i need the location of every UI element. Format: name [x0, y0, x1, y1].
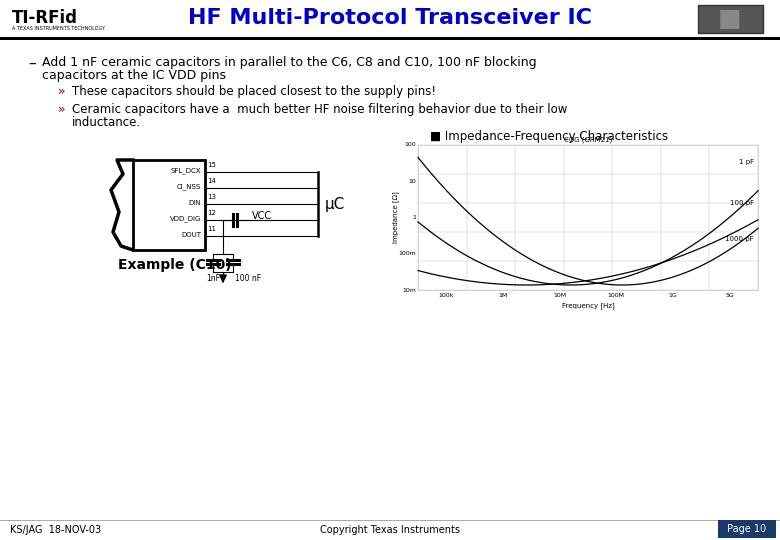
Text: A TEXAS INSTRUMENTS TECHNOLOGY: A TEXAS INSTRUMENTS TECHNOLOGY	[12, 26, 105, 31]
Text: TI-RFid: TI-RFid	[12, 9, 78, 27]
Text: Page 10: Page 10	[728, 524, 767, 534]
Text: 1nF: 1nF	[206, 274, 220, 283]
Text: DIN: DIN	[189, 200, 201, 206]
Text: 5G: 5G	[725, 293, 734, 298]
Text: 10m: 10m	[402, 287, 416, 293]
Text: 1: 1	[412, 215, 416, 220]
Text: 1000 pF: 1000 pF	[725, 237, 754, 242]
Text: 10M: 10M	[553, 293, 566, 298]
Text: Impedance [Ω]: Impedance [Ω]	[392, 192, 399, 244]
Text: Frequency [Hz]: Frequency [Hz]	[562, 302, 615, 309]
Text: KS/JAG  18-NOV-03: KS/JAG 18-NOV-03	[10, 525, 101, 535]
Text: 100m: 100m	[399, 251, 416, 256]
Bar	[718, 520, 776, 538]
Bar	[133, 160, 205, 250]
Text: ■ Impedance-Frequency Characteristics: ■ Impedance-Frequency Characteristics	[430, 130, 668, 143]
Text: Ceramic capacitors have a  much better HF noise filtering behavior due to their : Ceramic capacitors have a much better HF…	[72, 103, 567, 116]
Text: COG (GRM21): COG (GRM21)	[564, 137, 612, 143]
Text: 14: 14	[207, 178, 216, 184]
Text: 1 pF: 1 pF	[739, 159, 754, 165]
Text: 11: 11	[207, 226, 216, 232]
Text: 100: 100	[404, 143, 416, 147]
Text: 13: 13	[207, 194, 216, 200]
Text: 100 nF: 100 nF	[235, 274, 261, 283]
Text: 100M: 100M	[608, 293, 625, 298]
Text: –: –	[28, 56, 36, 71]
Text: 15: 15	[207, 162, 216, 168]
Text: »: »	[58, 103, 66, 116]
Text: Copyright Texas Instruments: Copyright Texas Instruments	[320, 525, 460, 535]
Text: 100k: 100k	[438, 293, 454, 298]
Text: 1M: 1M	[498, 293, 508, 298]
Text: DOUT: DOUT	[181, 232, 201, 238]
Text: VCC: VCC	[252, 211, 272, 221]
Text: VDD_DIG: VDD_DIG	[169, 215, 201, 222]
Text: Example (C10): Example (C10)	[119, 258, 232, 272]
Text: »: »	[58, 85, 66, 98]
Text: CI_NSS: CI_NSS	[177, 184, 201, 191]
Text: μC: μC	[325, 197, 346, 212]
Text: SFL_DCX: SFL_DCX	[171, 167, 201, 174]
Bar	[698, 5, 763, 33]
Text: These capacitors should be placed closest to the supply pins!: These capacitors should be placed closes…	[72, 85, 436, 98]
Text: Add 1 nF ceramic capacitors in parallel to the C6, C8 and C10, 100 nF blocking: Add 1 nF ceramic capacitors in parallel …	[42, 56, 537, 69]
Text: 10: 10	[408, 179, 416, 184]
Text: inductance.: inductance.	[72, 116, 141, 129]
Text: 100 pF: 100 pF	[730, 200, 754, 206]
Text: 1G: 1G	[668, 293, 677, 298]
Text: ■: ■	[718, 7, 742, 31]
Bar	[0, 37, 780, 40]
Bar	[418, 145, 758, 290]
Text: 12: 12	[207, 210, 216, 216]
Text: HF Multi-Protocol Transceiver IC: HF Multi-Protocol Transceiver IC	[188, 8, 592, 28]
Text: capacitors at the IC VDD pins: capacitors at the IC VDD pins	[42, 69, 226, 82]
